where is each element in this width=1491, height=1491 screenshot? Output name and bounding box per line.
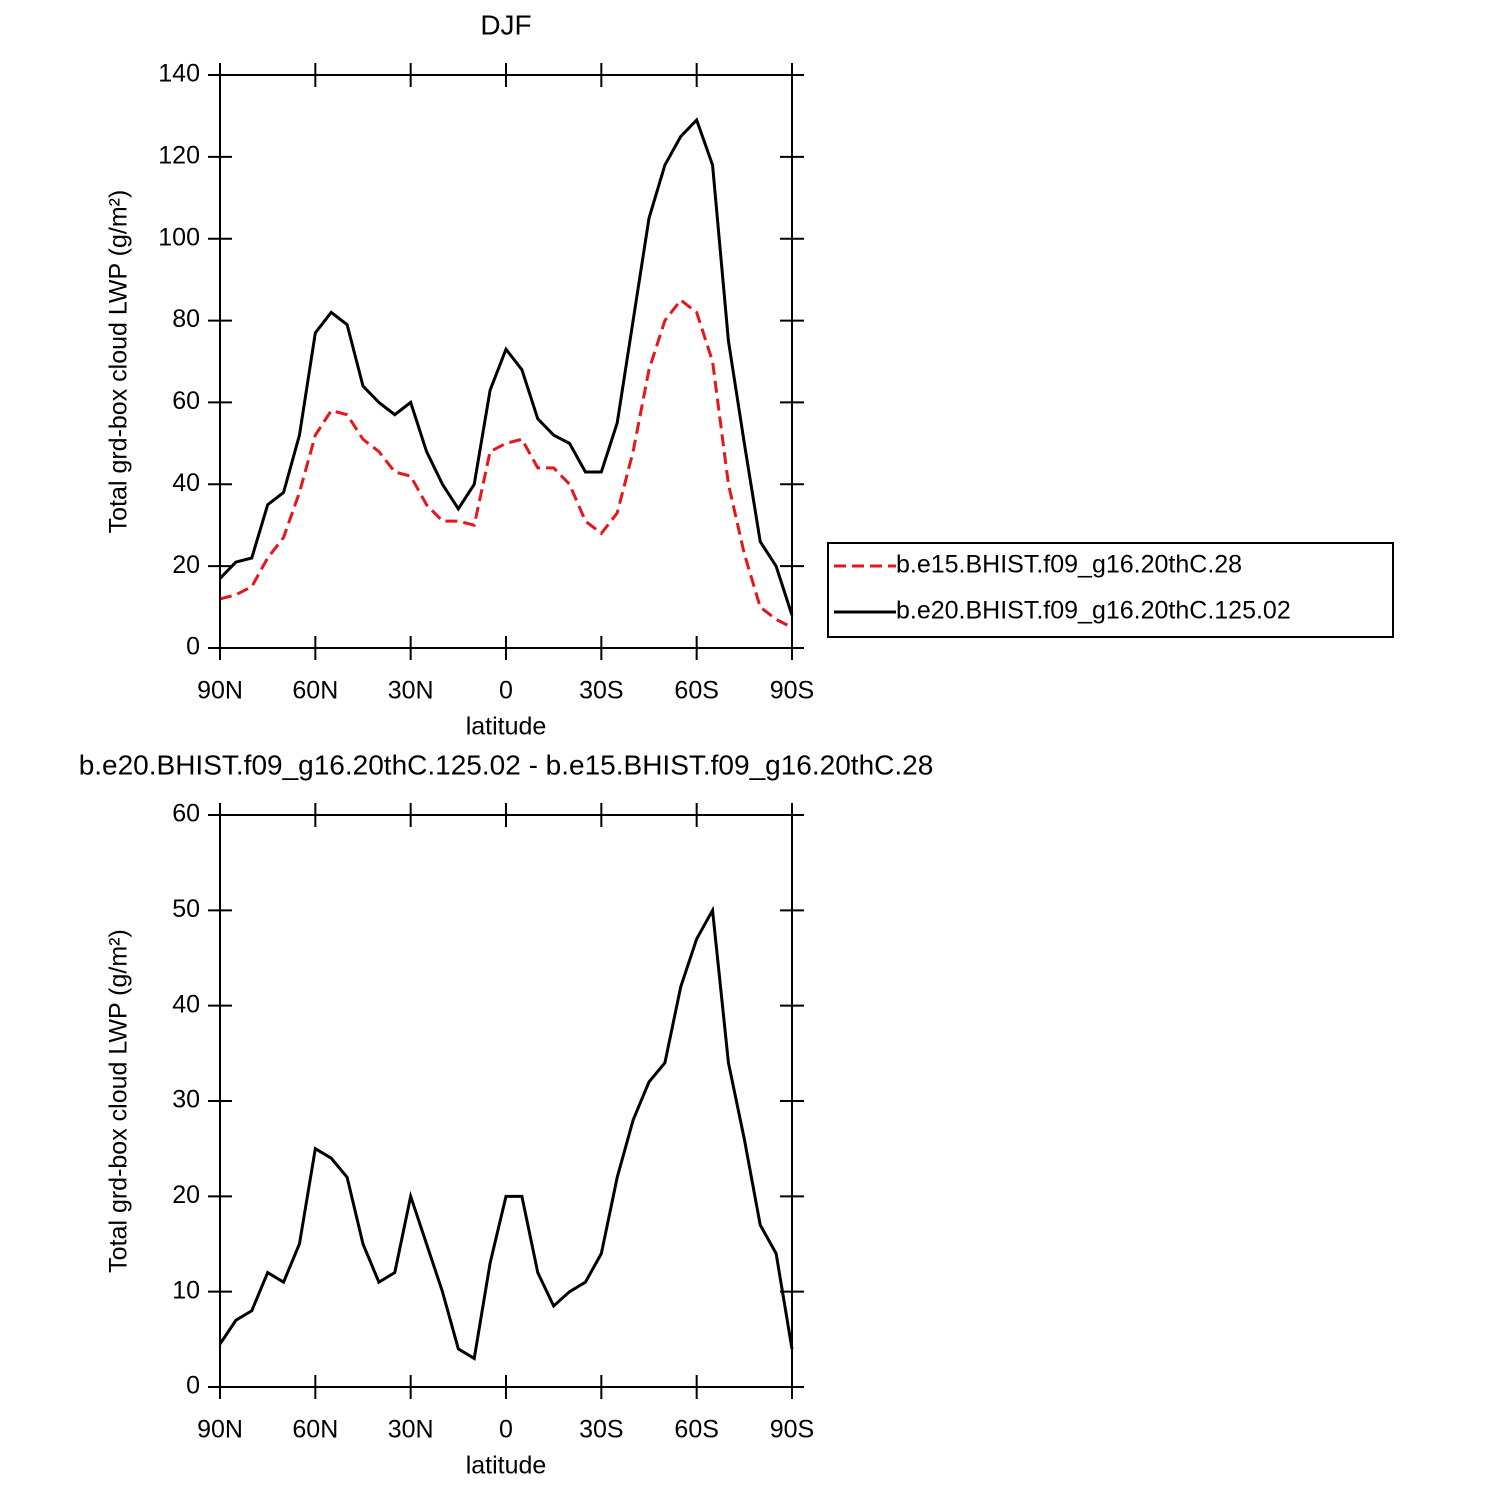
y-tick-label: 20 bbox=[172, 1181, 200, 1209]
x-tick-label: 0 bbox=[499, 677, 513, 705]
y-tick-label: 10 bbox=[172, 1276, 200, 1304]
plot-frame bbox=[219, 74, 793, 649]
x-tick-label: 90N bbox=[197, 677, 243, 705]
chart-title: b.e20.BHIST.f09_g16.20thC.125.02 - b.e15… bbox=[79, 749, 934, 780]
x-tick-label: 0 bbox=[499, 1416, 513, 1444]
x-tick-label: 30N bbox=[388, 1416, 434, 1444]
y-tick-label: 0 bbox=[186, 1372, 200, 1400]
y-tick-label: 140 bbox=[158, 60, 200, 88]
data-line bbox=[218, 117, 794, 616]
plot-frame bbox=[219, 814, 793, 1388]
x-tick-label: 30N bbox=[388, 677, 434, 705]
legend-box bbox=[827, 542, 1394, 638]
x-axis-label: latitude bbox=[466, 713, 547, 741]
y-axis-label: Total grd-box cloud LWP (g/m²) bbox=[105, 190, 133, 534]
y-axis-label: Total grd-box cloud LWP (g/m²) bbox=[105, 929, 133, 1273]
x-tick-label: 30S bbox=[579, 677, 623, 705]
x-tick-label: 60N bbox=[292, 677, 338, 705]
x-axis-label: latitude bbox=[466, 1452, 547, 1480]
chart-title: DJF bbox=[480, 9, 531, 40]
x-tick-label: 60S bbox=[674, 677, 718, 705]
legend-label: b.e15.BHIST.f09_g16.20thC.28 bbox=[896, 551, 1242, 579]
y-tick-label: 60 bbox=[172, 800, 200, 828]
x-tick-label: 30S bbox=[579, 1416, 623, 1444]
y-tick-label: 40 bbox=[172, 990, 200, 1018]
y-tick-label: 0 bbox=[186, 633, 200, 661]
x-tick-label: 90N bbox=[197, 1416, 243, 1444]
y-tick-label: 60 bbox=[172, 387, 200, 415]
y-tick-label: 100 bbox=[158, 223, 200, 251]
x-tick-label: 60S bbox=[674, 1416, 718, 1444]
legend-label: b.e20.BHIST.f09_g16.20thC.125.02 bbox=[896, 597, 1291, 625]
data-line bbox=[218, 905, 794, 1361]
x-tick-label: 90S bbox=[770, 677, 814, 705]
data-line bbox=[219, 298, 793, 629]
y-tick-label: 20 bbox=[172, 551, 200, 579]
y-tick-label: 120 bbox=[158, 141, 200, 169]
y-tick-label: 50 bbox=[172, 895, 200, 923]
x-tick-label: 90S bbox=[770, 1416, 814, 1444]
y-tick-label: 80 bbox=[172, 305, 200, 333]
y-tick-label: 40 bbox=[172, 469, 200, 497]
y-tick-label: 30 bbox=[172, 1086, 200, 1114]
x-tick-label: 60N bbox=[292, 1416, 338, 1444]
